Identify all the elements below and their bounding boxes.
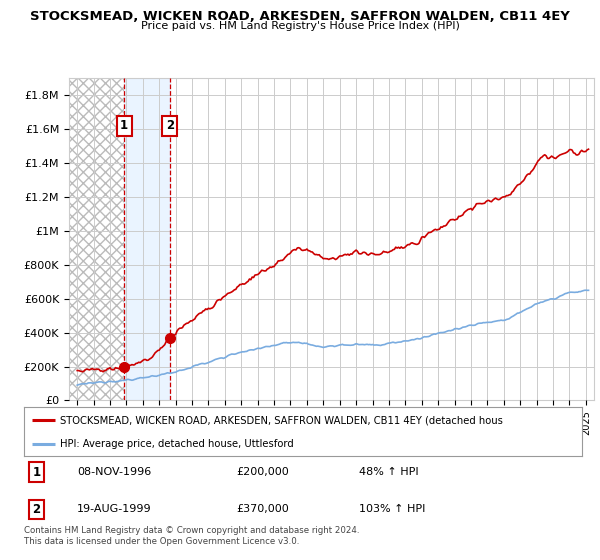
Text: 1: 1 bbox=[32, 465, 40, 479]
Bar bbox=[69, 78, 124, 400]
Text: £370,000: £370,000 bbox=[236, 505, 289, 515]
Text: 2: 2 bbox=[166, 119, 174, 132]
Text: 2: 2 bbox=[32, 503, 40, 516]
Text: 19-AUG-1999: 19-AUG-1999 bbox=[77, 505, 152, 515]
Text: Contains HM Land Registry data © Crown copyright and database right 2024.
This d: Contains HM Land Registry data © Crown c… bbox=[24, 526, 359, 546]
Text: £200,000: £200,000 bbox=[236, 467, 289, 477]
Text: Price paid vs. HM Land Registry's House Price Index (HPI): Price paid vs. HM Land Registry's House … bbox=[140, 21, 460, 31]
Text: STOCKSMEAD, WICKEN ROAD, ARKESDEN, SAFFRON WALDEN, CB11 4EY: STOCKSMEAD, WICKEN ROAD, ARKESDEN, SAFFR… bbox=[30, 10, 570, 23]
Text: 103% ↑ HPI: 103% ↑ HPI bbox=[359, 505, 425, 515]
Text: 1: 1 bbox=[120, 119, 128, 132]
Bar bbox=[124, 78, 170, 400]
Text: 48% ↑ HPI: 48% ↑ HPI bbox=[359, 467, 418, 477]
Text: STOCKSMEAD, WICKEN ROAD, ARKESDEN, SAFFRON WALDEN, CB11 4EY (detached hous: STOCKSMEAD, WICKEN ROAD, ARKESDEN, SAFFR… bbox=[60, 416, 503, 426]
Text: HPI: Average price, detached house, Uttlesford: HPI: Average price, detached house, Uttl… bbox=[60, 439, 294, 449]
Text: 08-NOV-1996: 08-NOV-1996 bbox=[77, 467, 151, 477]
Bar bbox=[69, 78, 124, 400]
